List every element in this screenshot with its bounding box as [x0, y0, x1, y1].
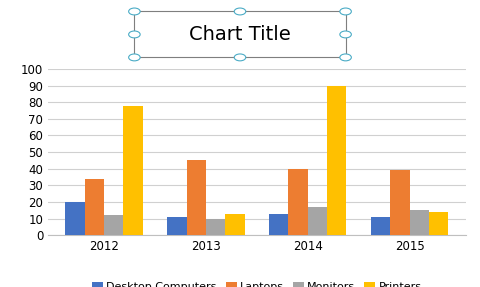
Bar: [65, 202, 84, 235]
Bar: [206, 219, 225, 235]
Text: Chart Title: Chart Title: [189, 25, 291, 44]
Bar: [288, 169, 308, 235]
Bar: [167, 217, 187, 235]
Bar: [84, 179, 104, 235]
Bar: [225, 214, 245, 235]
Bar: [104, 215, 123, 235]
Bar: [187, 160, 206, 235]
Bar: [390, 170, 409, 235]
Bar: [308, 207, 327, 235]
Bar: [409, 210, 429, 235]
Legend: Desktop Computers, Laptops, Monitors, Printers: Desktop Computers, Laptops, Monitors, Pr…: [87, 278, 426, 287]
Bar: [371, 217, 390, 235]
Bar: [327, 86, 347, 235]
Bar: [269, 214, 288, 235]
Bar: [429, 212, 448, 235]
Bar: [123, 106, 143, 235]
